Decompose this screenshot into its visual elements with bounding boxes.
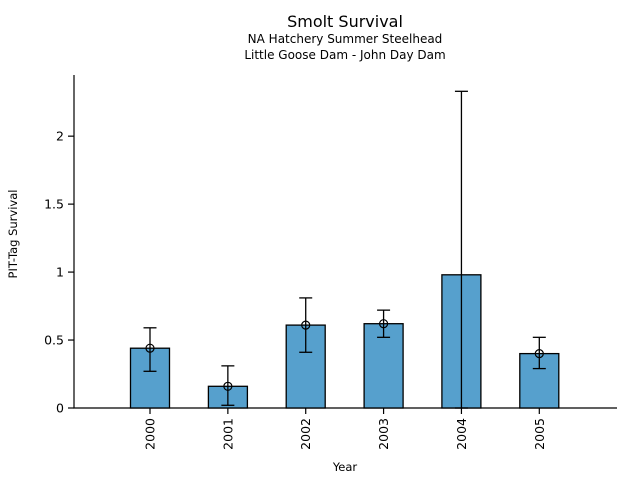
y-tick-label-0.5: 0.5 [44,333,64,348]
y-tick-label-1.5: 1.5 [44,197,64,212]
y-tick-label-1: 1 [56,265,64,280]
y-tick-label-2: 2 [56,129,64,144]
plot-content: 0 0.5 1 1.5 2 2000 2001 2002 2003 2004 2005 [44,90,560,450]
x-tick-label-2001: 2001 [220,418,235,450]
chart-title: Smolt Survival [287,12,403,31]
point-marker-2001 [223,381,233,391]
x-axis-label: Year [332,460,358,474]
chart-subtitle-line1: NA Hatchery Summer Steelhead [248,32,443,46]
point-marker-2003 [378,319,389,329]
point-marker-2002 [301,320,311,330]
y-axis-label: PIT-Tag Survival [6,190,20,279]
point-marker-2000 [145,343,155,353]
x-tick-label-2005: 2005 [532,418,547,450]
x-tick-label-2000: 2000 [143,418,158,450]
y-tick-label-0: 0 [56,401,64,416]
x-tick-label-2002: 2002 [298,418,313,450]
chart-subtitle-line2: Little Goose Dam - John Day Dam [244,48,445,62]
x-tick-label-2003: 2003 [376,418,391,450]
bar-2005 [519,352,560,409]
point-marker-2005 [534,349,544,359]
x-tick-label-2004: 2004 [454,418,469,450]
